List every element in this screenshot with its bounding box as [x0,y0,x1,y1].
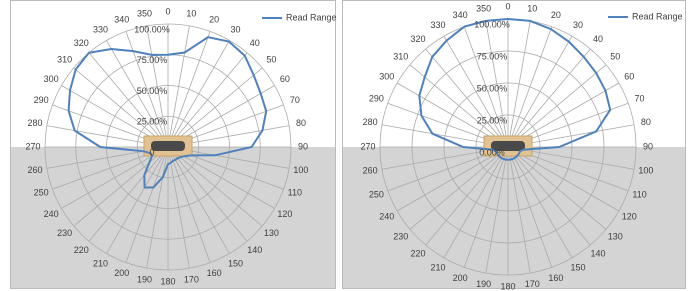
angle-label: 220 [74,245,89,255]
angle-label: 10 [527,4,537,14]
r-tick-label: 0 [149,147,154,157]
r-tick-label: 50.00% [477,83,508,93]
angle-label: 280 [28,118,43,128]
r-tick-label: 50.00% [137,86,168,96]
angle-label: 90 [298,141,308,151]
angle-label: 150 [570,263,585,273]
angle-label: 300 [379,71,394,81]
angle-label: 350 [476,4,491,14]
angle-label: 110 [632,189,646,199]
angle-label: 0 [165,6,170,16]
angle-label: 100 [638,166,653,176]
angle-label: 190 [476,279,491,289]
angle-label: 240 [379,211,394,221]
angle-label: 300 [44,74,59,84]
angle-label: 220 [410,249,425,259]
angle-label: 310 [57,55,72,65]
angle-label: 240 [44,209,59,219]
angle-label: 130 [264,228,279,238]
angle-label: 140 [590,249,605,259]
angle-label: 350 [137,8,152,18]
angle-label: 160 [548,273,563,283]
chart-screenshot: 0102030405060708090100110120130140150160… [0,0,689,291]
angle-label: 70 [290,95,300,105]
angle-label: 160 [207,268,222,278]
angle-label: 100 [293,165,308,175]
angle-label: 80 [641,117,651,127]
angle-label: 210 [93,258,108,268]
angle-label: 120 [277,209,292,219]
angle-label: 290 [369,93,384,103]
angle-label: 120 [622,211,637,221]
angle-label: 180 [160,276,175,286]
angle-label: 320 [410,34,425,44]
angle-label: 260 [28,165,43,175]
angle-label: 110 [288,188,302,198]
r-tick-label: 25.00% [477,115,508,125]
angle-label: 90 [643,141,653,151]
angle-label: 30 [573,20,583,30]
tag-chip [151,141,185,151]
angle-label: 180 [500,281,515,291]
angle-label: 60 [280,74,290,84]
angle-label: 0 [505,1,510,11]
angle-label: 200 [114,268,129,278]
angle-label: 190 [137,274,152,284]
angle-label: 260 [363,166,378,176]
angle-label: 50 [610,51,620,61]
angle-label: 250 [34,188,49,198]
angle-label: 230 [57,228,72,238]
angle-label: 270 [360,141,375,151]
angle-label: 310 [393,51,408,61]
angle-label: 200 [453,273,468,283]
angle-label: 170 [184,274,199,284]
angle-label: 330 [430,20,445,30]
angle-label: 230 [393,231,408,241]
angle-label: 10 [186,8,196,18]
angle-label: 40 [250,38,260,48]
r-tick-label: 75.00% [137,55,168,65]
angle-label: 150 [228,258,243,268]
angle-label: 20 [209,15,219,25]
legend-label: Read Range [632,11,683,21]
angle-label: 270 [25,141,40,151]
angle-label: 340 [453,10,468,20]
angle-label: 340 [114,15,129,25]
angle-label: 330 [93,24,108,34]
angle-label: 70 [635,93,645,103]
angle-label: 50 [266,55,276,65]
angle-label: 20 [551,10,561,20]
angle-label: 60 [624,71,634,81]
angle-label: 250 [369,189,384,199]
angle-label: 210 [430,263,445,273]
r-tick-label: 75.00% [477,51,508,61]
r-tick-label: 100.00% [474,19,510,29]
legend-label: Read Range [286,12,337,22]
r-tick-label: 0.00% [479,147,505,157]
angle-label: 140 [247,245,262,255]
angle-label: 320 [74,38,89,48]
angle-label: 280 [363,117,378,127]
angle-label: 290 [34,95,49,105]
angle-label: 80 [296,118,306,128]
angle-label: 170 [525,279,540,289]
r-tick-label: 100.00% [134,24,170,34]
angle-label: 30 [230,24,240,34]
angle-label: 40 [593,34,603,44]
r-tick-label: 25.00% [137,117,168,127]
angle-label: 130 [608,231,623,241]
